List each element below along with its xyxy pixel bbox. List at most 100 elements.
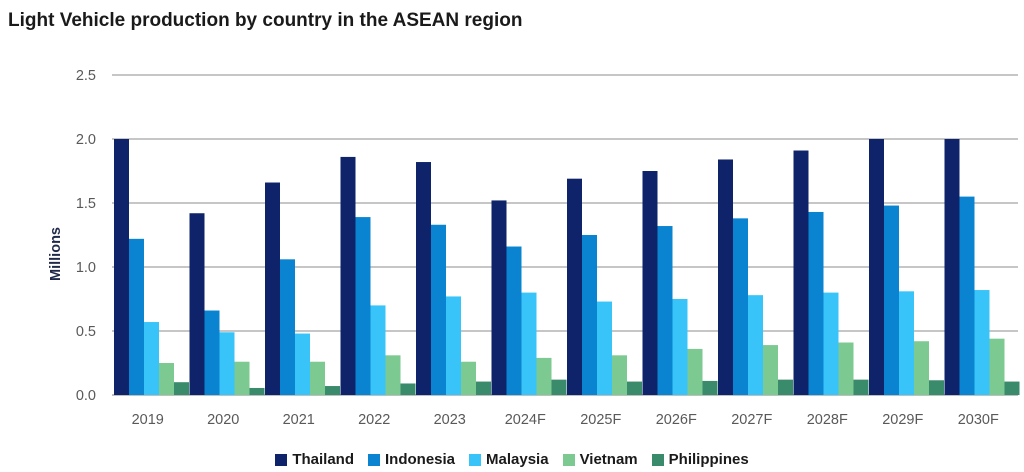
bar-thailand <box>265 182 280 395</box>
bar-thailand <box>642 171 658 395</box>
bar-vietnam <box>310 361 325 395</box>
x-tick-label: 2019 <box>132 412 164 428</box>
bar-thailand <box>114 139 129 395</box>
bar-vietnam <box>687 348 703 395</box>
x-tick-label: 2028F <box>807 412 848 428</box>
bar-indonesia <box>280 259 295 395</box>
bar-indonesia <box>506 246 522 395</box>
x-tick-label: 2029F <box>882 412 923 428</box>
x-tick-label: 2026F <box>656 412 697 428</box>
x-tick-label: 2027F <box>731 412 772 428</box>
bar-malaysia <box>823 292 839 395</box>
bar-philippines <box>702 380 718 395</box>
legend-label: Malaysia <box>486 451 549 468</box>
bar-thailand <box>416 162 431 395</box>
bar-vietnam <box>461 361 476 395</box>
legend-label: Indonesia <box>385 451 456 468</box>
bar-thailand <box>718 159 733 395</box>
legend-swatch <box>469 453 482 466</box>
x-tick-label: 2022 <box>358 412 390 428</box>
legend-swatch <box>275 453 288 466</box>
y-tick-label: 1.0 <box>76 260 96 276</box>
bar-philippines <box>551 379 567 395</box>
bar-malaysia <box>446 296 461 395</box>
bar-philippines <box>400 383 416 395</box>
bar-malaysia <box>295 333 310 395</box>
legend-item-indonesia: Indonesia <box>368 451 455 468</box>
bar-vietnam <box>385 355 401 395</box>
legend-label: Philippines <box>668 451 749 468</box>
bar-philippines <box>476 381 491 395</box>
bar-indonesia <box>204 310 220 395</box>
bar-philippines <box>325 386 340 395</box>
bar-indonesia <box>733 218 748 395</box>
bar-philippines <box>1004 381 1020 395</box>
y-tick-label: 0.5 <box>76 324 96 340</box>
bar-indonesia <box>959 196 975 395</box>
bar-vietnam <box>838 342 854 395</box>
bar-malaysia <box>748 295 763 395</box>
bar-thailand <box>944 139 960 395</box>
legend-item-vietnam: Vietnam <box>562 451 638 468</box>
bar-vietnam <box>536 357 552 395</box>
bar-malaysia <box>672 299 688 395</box>
chart-title: Light Vehicle production by country in t… <box>8 10 523 31</box>
legend: Thailand Indonesia Malaysia Vietnam Philippi… <box>0 451 1024 468</box>
x-tick-label: 2024F <box>505 412 546 428</box>
bar-thailand <box>869 139 884 395</box>
legend-swatch <box>651 453 664 466</box>
bar-thailand <box>340 156 356 395</box>
bar-malaysia <box>899 291 914 395</box>
bar-philippines <box>929 380 944 395</box>
legend-item-philippines: Philippines <box>651 451 749 468</box>
bar-malaysia <box>974 290 990 395</box>
bar-indonesia <box>808 211 824 395</box>
bar-vietnam <box>914 341 929 395</box>
bar-thailand <box>189 213 205 395</box>
legend-label: Thailand <box>292 451 354 468</box>
bar-vietnam <box>234 361 250 395</box>
bar-philippines <box>627 381 642 395</box>
legend-item-malaysia: Malaysia <box>469 451 549 468</box>
x-tick-label: 2021 <box>283 412 315 428</box>
legend-swatch <box>368 453 380 466</box>
bar-vietnam <box>763 345 778 395</box>
bar-thailand <box>491 200 507 395</box>
y-tick-labels: 0.0 0.5 1.0 1.5 2.0 2.5 <box>76 68 96 404</box>
x-tick-label: 2020 <box>207 412 239 428</box>
bar-malaysia <box>144 322 159 395</box>
bar-thailand <box>793 150 809 395</box>
x-tick-label: 2023 <box>434 412 466 428</box>
bar-malaysia <box>219 332 235 395</box>
y-tick-label: 1.5 <box>76 196 96 212</box>
x-tick-labels: 2019 2020 2021 2022 2023 2024F 2025F 2026F 2027F… <box>132 412 999 428</box>
bar-indonesia <box>355 217 371 395</box>
bar-indonesia <box>431 224 446 395</box>
bar-vietnam <box>612 355 627 395</box>
y-tick-label: 0.0 <box>76 388 96 404</box>
bars <box>114 139 1020 395</box>
x-tick-label: 2025F <box>580 412 621 428</box>
y-tick-label: 2.0 <box>76 132 96 148</box>
bar-malaysia <box>370 305 386 395</box>
bar-malaysia <box>521 292 537 395</box>
y-axis-label: Millions <box>48 227 64 281</box>
bar-indonesia <box>657 226 673 395</box>
bar-philippines <box>249 387 265 395</box>
bar-indonesia <box>884 205 899 395</box>
legend-label: Vietnam <box>579 451 638 468</box>
x-tick-label: 2030F <box>958 412 999 428</box>
y-tick-label: 2.5 <box>76 68 96 84</box>
bar-philippines <box>853 379 869 395</box>
bar-philippines <box>174 382 189 395</box>
bar-indonesia <box>129 238 144 395</box>
legend-swatch <box>562 453 575 466</box>
bar-vietnam <box>159 363 174 395</box>
bar-indonesia <box>582 235 597 395</box>
bar-philippines <box>778 379 793 395</box>
bar-thailand <box>567 178 582 395</box>
bar-malaysia <box>597 301 612 395</box>
bar-vietnam <box>989 338 1005 395</box>
legend-item-thailand: Thailand <box>275 451 354 468</box>
